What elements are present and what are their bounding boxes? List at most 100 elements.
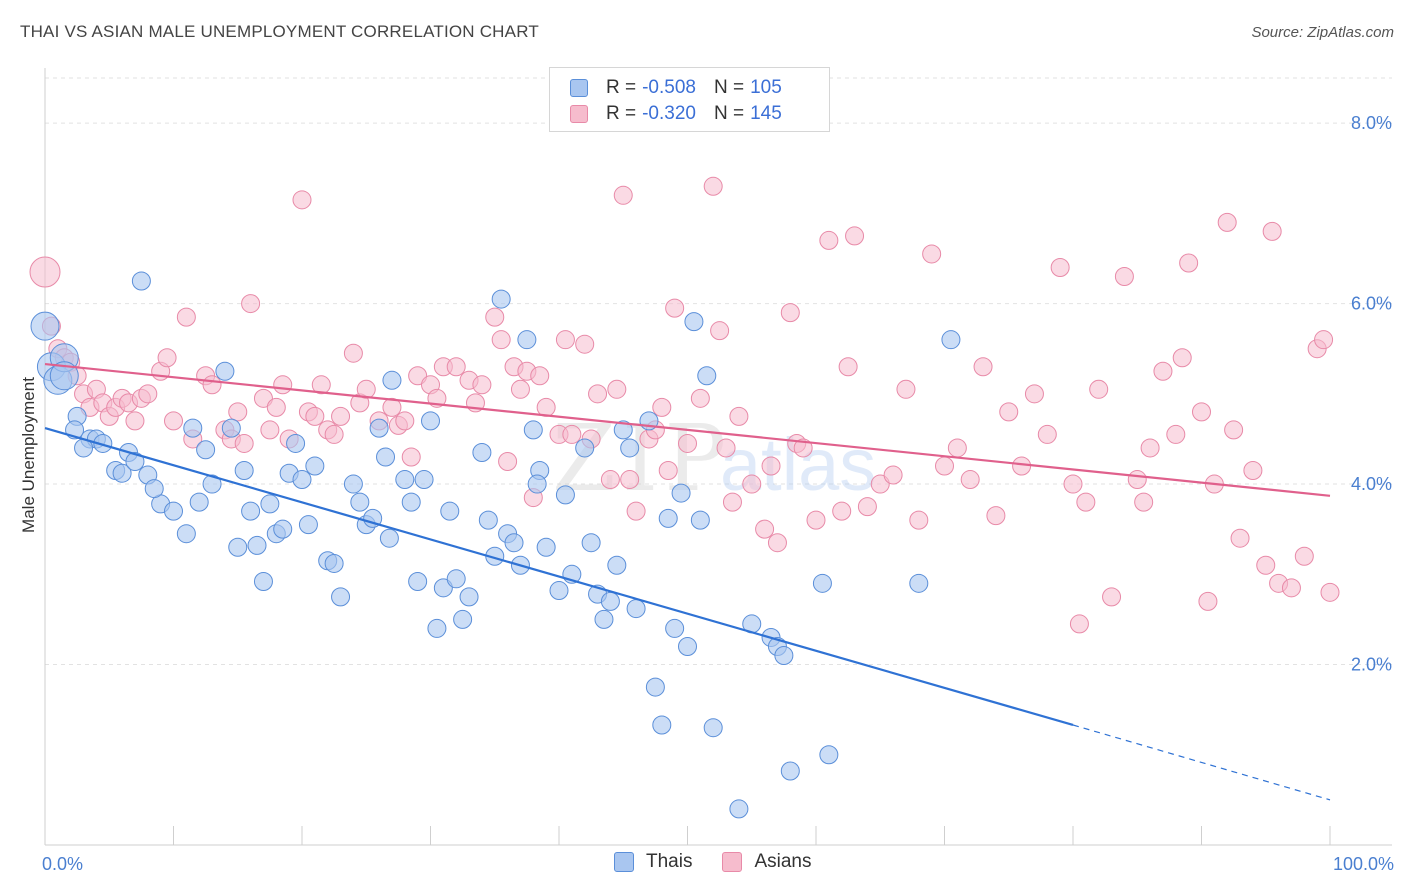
asians-point <box>1166 424 1186 444</box>
asians-point <box>164 411 183 431</box>
thais-point <box>645 677 665 697</box>
thais-point <box>523 420 543 440</box>
asians-points <box>29 176 1340 634</box>
asians-trend-line <box>44 362 1331 497</box>
asians-point <box>1320 582 1340 602</box>
asians-point <box>935 456 954 476</box>
asians-point <box>125 411 145 431</box>
asians-point <box>1114 267 1134 287</box>
asians-point <box>536 397 556 417</box>
asians-point <box>1089 379 1109 399</box>
thais-point <box>427 618 447 638</box>
asians-point <box>575 334 595 354</box>
asians-point <box>382 397 402 417</box>
thais-point <box>93 433 113 453</box>
thais-point <box>527 474 547 494</box>
asians-point <box>472 375 492 395</box>
asians-point <box>690 388 710 408</box>
asians-point <box>1127 470 1147 490</box>
y-tick-label: 4.0% <box>1351 474 1392 494</box>
asians-point <box>498 452 518 471</box>
thais-point <box>671 483 691 503</box>
asians-point <box>234 433 254 453</box>
thais-point <box>298 515 318 535</box>
asians-legend-label: Asians <box>754 851 812 872</box>
asians-point <box>1134 492 1154 512</box>
asians-point <box>1172 348 1192 368</box>
asians-point <box>273 375 293 395</box>
thais-point <box>581 533 601 553</box>
thais-point <box>613 420 633 440</box>
correlation-legend: R = -0.508 N = 105 R = -0.320 N = 145 <box>549 67 830 132</box>
thais-point <box>690 510 710 530</box>
asians-point <box>1102 587 1122 607</box>
thais-point <box>253 572 273 592</box>
asians-point <box>999 402 1019 422</box>
thais-point <box>472 442 492 462</box>
thais-point <box>343 474 363 494</box>
thais-point <box>453 609 473 629</box>
thais-point <box>350 492 370 512</box>
thais-point <box>549 581 569 601</box>
tick-labels: 2.0% 4.0% 6.0% 8.0% 0.0% 100.0% <box>42 113 1394 874</box>
asians-r-value: -0.320 <box>642 103 696 124</box>
thais-point <box>909 573 929 593</box>
asians-point <box>1063 474 1083 494</box>
legend-item-asians[interactable]: Asians <box>722 851 812 873</box>
asians-point <box>241 294 261 314</box>
asians-point <box>1140 438 1160 458</box>
thais-point <box>202 474 222 494</box>
asians-point <box>29 256 61 288</box>
legend-row-thais: R = -0.508 N = 105 <box>570 76 782 100</box>
thais-point <box>215 361 235 381</box>
thais-point <box>241 501 261 521</box>
asians-point <box>1179 253 1199 273</box>
asians-point <box>1198 591 1218 611</box>
thais-legend-swatch <box>614 852 634 872</box>
asians-point <box>1243 461 1263 481</box>
asians-point <box>678 433 697 453</box>
asians-point <box>722 492 742 512</box>
thais-point <box>260 494 280 514</box>
thais-point <box>144 479 164 499</box>
thais-point <box>125 452 145 471</box>
asians-point <box>1262 221 1282 241</box>
thais-point <box>594 609 614 629</box>
thais-point <box>941 330 961 350</box>
asians-point <box>292 190 312 210</box>
asians-point <box>883 465 903 485</box>
legend-item-thais[interactable]: Thais <box>614 851 692 873</box>
thais-point <box>292 470 312 490</box>
asians-point <box>742 474 762 494</box>
asians-point <box>1024 384 1044 404</box>
asians-point <box>780 303 800 323</box>
asians-point <box>986 506 1006 526</box>
asians-point <box>305 406 325 426</box>
asians-n-value: 145 <box>750 103 782 124</box>
asians-point <box>157 348 177 368</box>
thais-trend-extension <box>1072 724 1331 801</box>
asians-point <box>607 379 627 399</box>
source-label: Source: ZipAtlas.com <box>1251 24 1394 41</box>
trend-lines <box>44 362 1331 801</box>
thais-point <box>221 418 241 438</box>
thais-point <box>286 433 306 453</box>
asians-point <box>832 501 852 521</box>
asians-point <box>845 226 865 246</box>
asians-point <box>1050 257 1070 277</box>
thais-point <box>324 553 344 573</box>
asians-point <box>324 424 344 444</box>
thais-point <box>575 438 595 458</box>
thais-point <box>228 537 248 557</box>
thais-point <box>382 370 402 390</box>
asians-point <box>138 384 158 404</box>
asians-point <box>716 438 736 458</box>
y-axis-label: Male Unemployment <box>19 377 38 533</box>
thais-r-label: R = <box>606 77 637 98</box>
asians-point <box>1012 456 1032 476</box>
x-tick-label: 0.0% <box>42 854 83 874</box>
asians-point <box>1069 614 1089 634</box>
asians-point <box>600 470 620 490</box>
thais-point <box>658 508 678 528</box>
